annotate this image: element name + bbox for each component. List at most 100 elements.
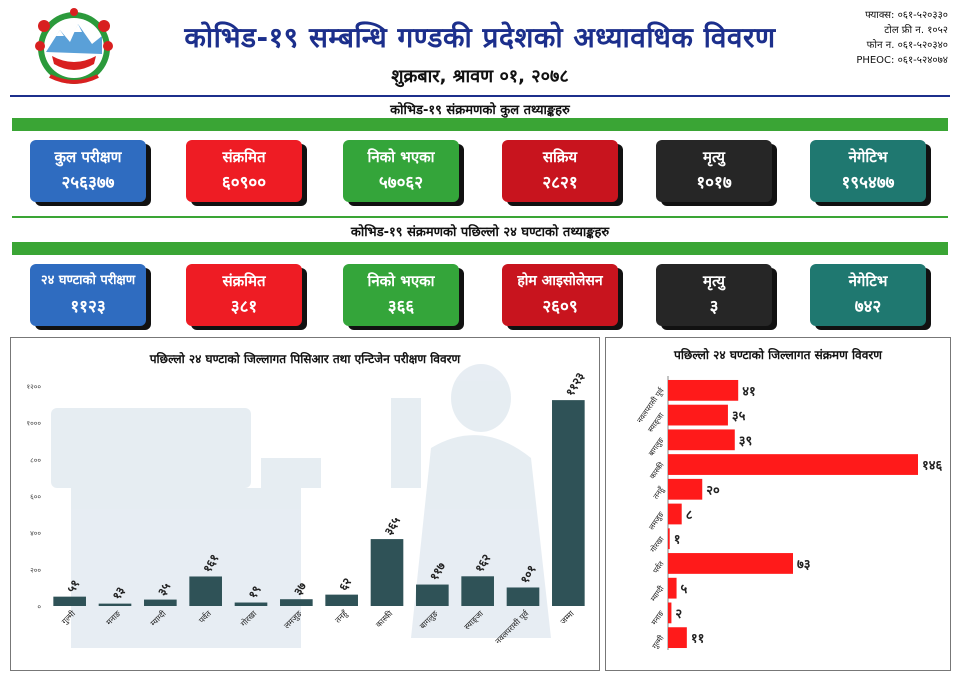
total-active-value: २८२१ (542, 173, 578, 193)
infection-bar (668, 503, 682, 525)
tests-category-label: कास्की (374, 608, 396, 630)
infection-chart-title: पछिल्लो २४ घण्टाको जिल्लागत संक्रमण विवर… (674, 348, 882, 362)
tests-category-label: गोरखा (238, 608, 259, 629)
contact-info: फ्याक्स: ०६१-५२०३३० टोल फ्री न. १०५२ फोन… (798, 8, 948, 68)
total-negative-card: नेगेटिभ १९५४७७ (810, 140, 926, 202)
infection-bar (668, 627, 687, 649)
infection-value-label: ३५ (732, 409, 746, 424)
tests-value-label: ११२३ (563, 370, 588, 399)
infection-value-label: ११ (691, 632, 705, 647)
day-deaths-card: मृत्यु ३ (656, 264, 772, 326)
tests-y-tick-label: २०० (30, 566, 41, 574)
infection-value-label: ५ (681, 582, 688, 597)
tests-value-label: १६१ (200, 552, 221, 575)
section-divider (12, 216, 948, 218)
day-negative-card: नेगेटिभ ७४२ (810, 264, 926, 326)
infection-category-label: गुल्मी (650, 633, 667, 651)
tests-value-label: ६२ (336, 575, 354, 593)
infection-bar (668, 553, 793, 574)
day-home-isolation-card: होम आइसोलेसन २६०९ (502, 264, 618, 326)
tests-category-label: नवलपरासी पूर्व (493, 608, 532, 647)
tests-bar (144, 599, 177, 606)
total-deaths-card: मृत्यु १०१७ (656, 140, 772, 202)
tests-bar (552, 400, 585, 606)
day-recovered-label: निको भएका (367, 272, 435, 290)
infection-value-label: ७३ (797, 557, 811, 572)
infection-value-label: ८ (686, 508, 693, 523)
day-infected-label: संक्रमित (222, 272, 266, 290)
tests-value-label: ५१ (64, 577, 82, 595)
infection-bar (668, 404, 728, 426)
day-infected-card: संक्रमित ३८१ (186, 264, 302, 326)
page-title: कोभिड-१९ सम्बन्धि गण्डकी प्रदेशको अध्याव… (184, 21, 776, 54)
infection-bar (668, 429, 735, 451)
tests-bar-chart: ० २०० ४०० ६०० ८०० १००० १२०० ५१ गुल्मी १३ मनाङ ३५ म्य… (26, 370, 588, 647)
toll-free-number: टोल फ्री न. १०५२ (884, 25, 948, 36)
tests-chart-panel: पछिल्लो २४ घण्टाको जिल्लागत पिसिआर तथा ए… (10, 337, 600, 671)
total-tests-card: कुल परीक्षण २५६३७७ (30, 140, 146, 202)
infection-category-label: बागलुङ (647, 436, 667, 459)
infection-category-label: गोरखा (648, 534, 666, 554)
tests-chart-title: पछिल्लो २४ घण्टाको जिल्लागत पिसिआर तथा ए… (149, 352, 461, 366)
tests-bar (506, 587, 540, 606)
total-tests-value: २५६३७७ (61, 173, 115, 193)
tests-y-tick-label: ४०० (30, 530, 41, 538)
day-recovered-card: निको भएका ३६६ (343, 264, 459, 326)
total-deaths-label: मृत्यु (702, 148, 726, 166)
infection-chart-panel: पछिल्लो २४ घण्टाको जिल्लागत संक्रमण विवर… (605, 337, 951, 671)
infection-bar (668, 602, 672, 624)
day-negative-value: ७४२ (854, 297, 882, 317)
day-negative-label: नेगेटिभ (848, 272, 888, 290)
total-section-label: कोभिड-१९ संक्रमणको कुल तथ्याङ्कहरु (390, 103, 570, 118)
total-active-card: सक्रिय २८२१ (502, 140, 618, 202)
total-tests-label: कुल परीक्षण (54, 148, 122, 166)
day-infected-value: ३८१ (230, 297, 258, 317)
tests-category-label: म्याग्दी (148, 608, 168, 628)
tests-bar (280, 599, 313, 606)
day-home-isolation-value: २६०९ (542, 297, 578, 317)
day-tests-label: २४ घण्टाको परीक्षण (40, 273, 136, 288)
tests-bar (325, 594, 358, 606)
tests-value-label: १३ (109, 584, 127, 602)
tests-category-label: गुल्मी (59, 608, 78, 627)
tests-value-label: १६२ (472, 552, 493, 575)
infection-value-label: ४१ (742, 384, 756, 399)
tests-bar (416, 584, 449, 606)
tests-bar (461, 576, 494, 606)
tests-category-label: जम्मा (559, 608, 577, 626)
fax-number: फ्याक्स: ०६१-५२०३३० (865, 10, 948, 21)
infection-category-label: म्याग्दी (649, 583, 667, 603)
infection-value-label: ३९ (739, 434, 753, 449)
lab-background-illustration (51, 364, 551, 648)
total-active-label: सक्रिय (542, 148, 578, 166)
total-recovered-card: निको भएका ५७०६२ (343, 140, 459, 202)
header-divider (10, 95, 950, 97)
tests-bar (234, 602, 268, 606)
total-recovered-value: ५७०६२ (378, 173, 424, 193)
tests-category-label: तनहुँ (333, 608, 351, 626)
infection-bar (668, 379, 739, 401)
pheoc-number: PHEOC: ०६१-५२४०७४ (856, 55, 948, 66)
tests-value-label: ११७ (427, 559, 449, 583)
infection-category-label: पर्वत (651, 559, 666, 575)
total-infected-value: ६०९०० (221, 173, 267, 193)
day-section-bar (12, 242, 948, 255)
infection-category-label: तनहुँ (651, 484, 667, 501)
report-date: शुक्रबार, श्रावण ०१, २०७८ (391, 66, 569, 87)
tests-category-label: पर्वत (196, 608, 213, 625)
total-deaths-value: १०१७ (696, 173, 732, 193)
infection-value-label: २ (675, 607, 682, 622)
tests-bar (98, 603, 132, 606)
day-tests-card: २४ घण्टाको परीक्षण ११२३ (30, 264, 146, 326)
infection-value-label: १ (674, 533, 681, 548)
day-home-isolation-label: होम आइसोलेसन (517, 273, 603, 289)
infection-bar (668, 478, 703, 500)
total-negative-value: १९५४७७ (841, 173, 895, 193)
tests-value-label: ३७ (291, 579, 310, 597)
infection-bar (668, 454, 918, 475)
tests-category-label: स्याङ्जा (462, 608, 486, 632)
infection-category-label: मनाङ (649, 609, 665, 627)
total-infected-card: संक्रमित ६०९०० (186, 140, 302, 202)
day-tests-value: ११२३ (70, 297, 106, 317)
